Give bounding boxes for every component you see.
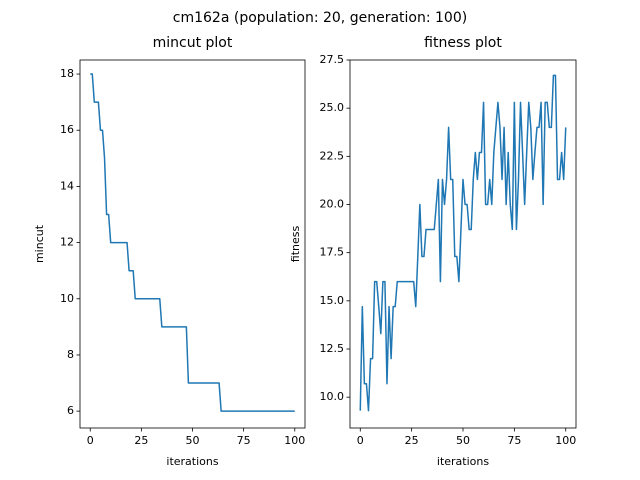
y-tick-label: 14 bbox=[60, 179, 74, 192]
x-tick-label: 0 bbox=[87, 434, 94, 447]
y-tick-label: 6 bbox=[67, 404, 74, 417]
x-tick-label: 50 bbox=[186, 434, 200, 447]
x-tick-label: 100 bbox=[284, 434, 305, 447]
y-tick-label: 10.0 bbox=[320, 390, 345, 403]
y-tick-label: 22.5 bbox=[320, 149, 345, 162]
data-line bbox=[359, 74, 567, 412]
data-line bbox=[90, 73, 295, 412]
x-axis-label: iterations bbox=[437, 455, 489, 468]
y-tick-label: 27.5 bbox=[320, 53, 345, 66]
y-tick-label: 8 bbox=[67, 348, 74, 361]
y-tick-label: 17.5 bbox=[320, 246, 345, 259]
y-tick-label: 15.0 bbox=[320, 294, 345, 307]
x-axis-label: iterations bbox=[166, 455, 218, 468]
y-tick-label: 10 bbox=[60, 292, 74, 305]
y-tick-label: 16 bbox=[60, 123, 74, 136]
x-tick-label: 50 bbox=[456, 434, 470, 447]
x-tick-label: 0 bbox=[357, 434, 364, 447]
y-axis-label: fitness bbox=[289, 226, 302, 263]
chart-title: mincut plot bbox=[153, 35, 233, 51]
x-tick-label: 75 bbox=[237, 434, 251, 447]
x-tick-label: 25 bbox=[134, 434, 148, 447]
figure-title: cm162a (population: 20, generation: 100) bbox=[173, 10, 467, 26]
y-axis-label: mincut bbox=[33, 224, 46, 263]
y-tick-label: 25.0 bbox=[320, 101, 345, 114]
x-tick-label: 100 bbox=[555, 434, 576, 447]
axes-frame bbox=[79, 59, 306, 429]
y-tick-label: 12 bbox=[60, 236, 74, 249]
axes-frame bbox=[349, 59, 577, 429]
y-tick-label: 20.0 bbox=[320, 198, 345, 211]
x-tick-label: 25 bbox=[405, 434, 419, 447]
y-tick-label: 18 bbox=[60, 67, 74, 80]
chart-title: fitness plot bbox=[424, 35, 502, 51]
x-tick-label: 75 bbox=[507, 434, 521, 447]
y-tick-label: 12.5 bbox=[320, 342, 345, 355]
